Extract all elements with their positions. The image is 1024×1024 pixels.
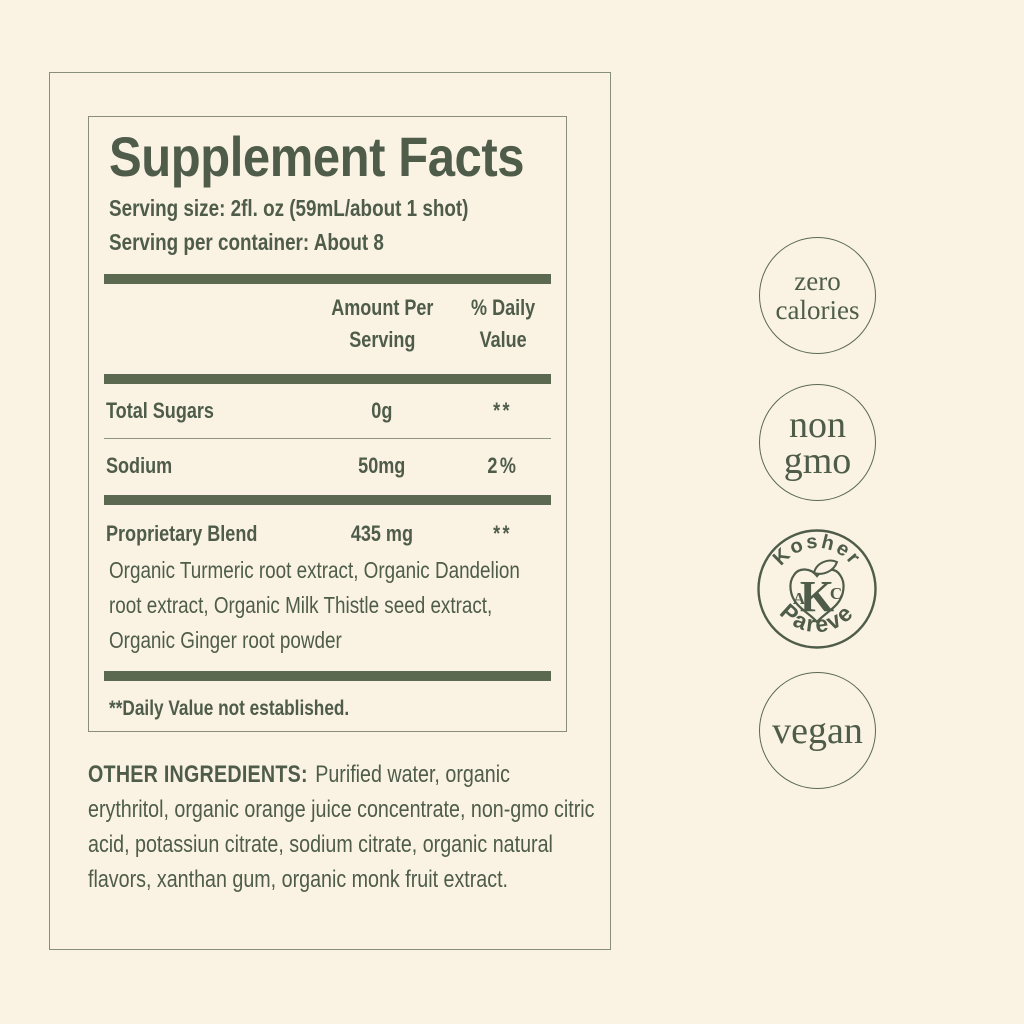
- table-row-proprietary-blend: Proprietary Blend 435 mg **: [89, 505, 566, 549]
- badge-vegan: vegan: [759, 672, 876, 789]
- header-amount-per-serving: Amount Per Serving: [307, 292, 457, 356]
- row-daily-text: **: [493, 398, 513, 423]
- badge-non-gmo: non gmo: [759, 384, 876, 501]
- divider-thin-1: [104, 438, 551, 439]
- servings-per-container-text: Serving per container: About 8: [109, 229, 384, 255]
- header-daily-line2: Value: [479, 327, 527, 352]
- kosher-circle-outline: [757, 529, 877, 649]
- row-amount-cell: 50mg: [307, 451, 457, 481]
- daily-value-footnote: **Daily Value not established.: [109, 696, 546, 722]
- header-daily-line1: % Daily: [470, 295, 536, 320]
- row-name-text: Proprietary Blend: [106, 521, 258, 546]
- row-daily-text: **: [493, 521, 513, 546]
- other-ingredients-text: Purified water, organic erythritol, orga…: [88, 761, 595, 893]
- table-row-total-sugars: Total Sugars 0g **: [89, 384, 566, 438]
- header-daily-lines: % Daily Value: [471, 292, 535, 356]
- daily-value-footnote-text: **Daily Value not established.: [109, 697, 350, 720]
- kosher-letter-a: A: [793, 589, 806, 608]
- badge-vegan-line1: vegan: [772, 709, 863, 752]
- row-name-text: Sodium: [106, 453, 173, 478]
- header-daily-value: % Daily Value: [457, 292, 549, 356]
- badge-zero-calories: zero calories: [759, 237, 876, 354]
- badge-non-gmo-line1: non: [789, 403, 846, 446]
- supplement-facts-panel: Supplement Facts Serving size: 2fl. oz (…: [88, 116, 567, 732]
- divider-thick-1: [104, 274, 551, 284]
- row-amount-cell: 435 mg: [307, 519, 457, 549]
- other-ingredients-paragraph: OTHER INGREDIENTS: Purified water, organi…: [88, 757, 595, 897]
- other-ingredients-block: OTHER INGREDIENTS: Purified water, organi…: [88, 757, 706, 897]
- label-outer-border: Supplement Facts Serving size: 2fl. oz (…: [49, 72, 611, 950]
- row-name-text: Total Sugars: [106, 398, 214, 423]
- row-daily-text: 2%: [487, 453, 519, 478]
- badge-zero-calories-line2: calories: [775, 294, 860, 325]
- row-name-cell: Proprietary Blend: [106, 519, 307, 549]
- serving-size-text: Serving size: 2fl. oz (59mL/about 1 shot…: [109, 195, 469, 221]
- blend-ingredients-block: Organic Turmeric root extract, Organic D…: [109, 553, 566, 658]
- badge-kosher-pareve: Kosher Pareve K A C: [757, 529, 877, 649]
- divider-thick-3: [104, 495, 551, 505]
- row-name-cell: Total Sugars: [106, 396, 307, 426]
- divider-thick-4: [104, 671, 551, 681]
- header-amount-line1: Amount Per: [330, 295, 434, 320]
- kosher-letter-k: K: [800, 572, 834, 621]
- panel-title-text: Supplement Facts: [109, 125, 525, 188]
- row-amount-text: 435 mg: [350, 521, 414, 546]
- kosher-letter-c: C: [830, 584, 842, 603]
- blend-ingredients-text: Organic Turmeric root extract, Organic D…: [109, 557, 520, 653]
- table-row-sodium: Sodium 50mg 2%: [89, 439, 566, 495]
- kosher-arc-top-text: Kosher: [769, 531, 863, 570]
- row-amount-text: 0g: [371, 398, 393, 423]
- row-name-cell: Sodium: [106, 451, 307, 481]
- row-amount-text: 50mg: [358, 453, 406, 478]
- row-daily-cell: **: [457, 519, 549, 549]
- divider-thick-2: [104, 374, 551, 384]
- table-header-row: Amount Per Serving % Daily Value: [89, 284, 566, 356]
- header-amount-line2: Serving: [348, 327, 416, 352]
- panel-title: Supplement Facts: [109, 129, 546, 185]
- header-amount-lines: Amount Per Serving: [331, 292, 433, 356]
- row-daily-cell: **: [457, 396, 549, 426]
- row-daily-cell: 2%: [457, 451, 549, 481]
- kosher-apple-outline: [789, 568, 845, 624]
- kosher-apple-leaf: [812, 559, 839, 575]
- svg-text:Kosher: Kosher: [769, 531, 866, 570]
- row-amount-cell: 0g: [307, 396, 457, 426]
- badge-non-gmo-line2: gmo: [783, 439, 852, 482]
- servings-per-container-line: Serving per container: About 8: [109, 225, 546, 259]
- other-ingredients-label: OTHER INGREDIENTS:: [88, 761, 308, 788]
- badge-zero-calories-line1: zero: [794, 265, 841, 296]
- serving-size-line: Serving size: 2fl. oz (59mL/about 1 shot…: [109, 191, 546, 225]
